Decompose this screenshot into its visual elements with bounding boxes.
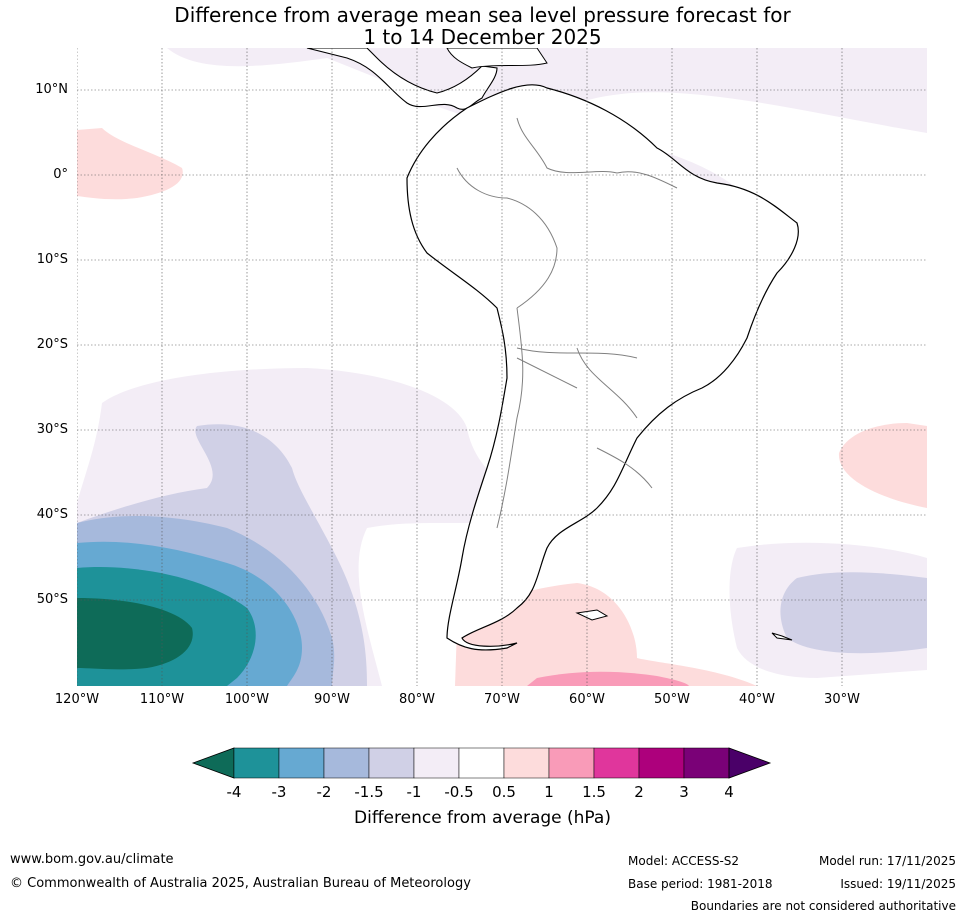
colorbar-title: Difference from average (hPa) — [354, 808, 611, 828]
lon-label-60w: 60°W — [569, 692, 605, 707]
colorbar-tick-plus1: 1 — [544, 783, 554, 801]
map-title-line1: Difference from average mean sea level p… — [174, 3, 791, 27]
colorbar-tick-minus4: -4 — [226, 783, 242, 801]
anomaly-s-atlantic-plus05 — [455, 583, 757, 686]
lon-label-70w: 70°W — [484, 692, 520, 707]
footer-disclaimer: Boundaries are not considered authoritat… — [690, 899, 956, 913]
colorbar-swatch-11 — [683, 747, 730, 779]
lon-label-120w: 120°W — [54, 692, 100, 707]
colorbar-swatch-4 — [368, 747, 415, 779]
lat-label-20s: 20°S — [36, 337, 68, 352]
lon-label-100w: 100°W — [224, 692, 270, 707]
colorbar-swatch-6 — [458, 747, 505, 779]
colorbar-tick-plus2: 2 — [634, 783, 644, 801]
anomaly-s-atlantic-plus1 — [527, 671, 689, 686]
anomaly-e-atlantic-minus1 — [780, 572, 927, 654]
lon-label-90w: 90°W — [314, 692, 350, 707]
lat-label-50s: 50°S — [36, 592, 68, 607]
lon-label-30w: 30°W — [824, 692, 860, 707]
colorbar-tick-plus15: 1.5 — [582, 783, 606, 801]
footer-copyright: © Commonwealth of Australia 2025, Austra… — [10, 876, 471, 891]
anomaly-e-atlantic-plus05 — [838, 423, 927, 508]
lat-label-10s: 10°S — [36, 252, 68, 267]
colorbar-swatch-2 — [278, 747, 325, 779]
graticule — [77, 48, 927, 686]
colorbar-max-arrow — [728, 747, 772, 779]
falkland-islands — [575, 609, 609, 621]
colorbar-tick-minus05: -0.5 — [444, 783, 474, 801]
lat-label-30s: 30°S — [36, 422, 68, 437]
land-masses — [306, 48, 799, 651]
pressure-anomaly-map[interactable] — [77, 48, 927, 686]
colorbar-swatch-10 — [638, 747, 685, 779]
anomaly-west-plus05 — [77, 128, 183, 200]
footer-model-run: Model run: 17/11/2025 — [818, 854, 956, 868]
south-america — [406, 84, 799, 651]
footer-base-period: Base period: 1981-2018 — [628, 877, 773, 891]
colorbar-swatch-7 — [503, 747, 550, 779]
map-title-line2: 1 to 14 December 2025 — [363, 25, 602, 49]
colorbar-tick-plus4: 4 — [724, 783, 734, 801]
colorbar-tick-minus15: -1.5 — [354, 783, 384, 801]
colorbar-svg — [191, 747, 772, 779]
central-america — [306, 48, 498, 110]
colorbar-tick-plus3: 3 — [679, 783, 689, 801]
south-georgia — [771, 632, 793, 641]
footer-issued: Issued: 19/11/2025 — [840, 877, 956, 891]
country-boundaries — [456, 117, 678, 529]
colorbar — [190, 745, 775, 785]
colorbar-tick-minus3: -3 — [271, 783, 287, 801]
footer-website[interactable]: www.bom.gov.au/climate — [10, 852, 174, 867]
lat-label-40s: 40°S — [36, 507, 68, 522]
footer-model: Model: ACCESS-S2 — [628, 854, 740, 868]
colorbar-swatch-1 — [233, 747, 280, 779]
lon-label-80w: 80°W — [399, 692, 435, 707]
lon-label-110w: 110°W — [139, 692, 185, 707]
map-area[interactable] — [77, 48, 927, 686]
colorbar-swatch-3 — [323, 747, 370, 779]
anomaly-se-pacific-minus4 — [77, 598, 193, 670]
lon-label-50w: 50°W — [654, 692, 690, 707]
lon-label-40w: 40°W — [739, 692, 775, 707]
colorbar-tick-plus05: 0.5 — [492, 783, 516, 801]
colorbar-swatch-9 — [593, 747, 640, 779]
colorbar-min-arrow — [191, 747, 235, 779]
colorbar-tick-minus1: -1 — [406, 783, 422, 801]
colorbar-swatch-5 — [413, 747, 460, 779]
lat-label-0: 0° — [53, 167, 68, 182]
map-title: Difference from average mean sea level p… — [0, 4, 965, 48]
lat-label-10n: 10°N — [35, 82, 68, 97]
colorbar-swatch-8 — [548, 747, 595, 779]
colorbar-tick-minus2: -2 — [316, 783, 332, 801]
caribbean-islands — [446, 48, 548, 69]
